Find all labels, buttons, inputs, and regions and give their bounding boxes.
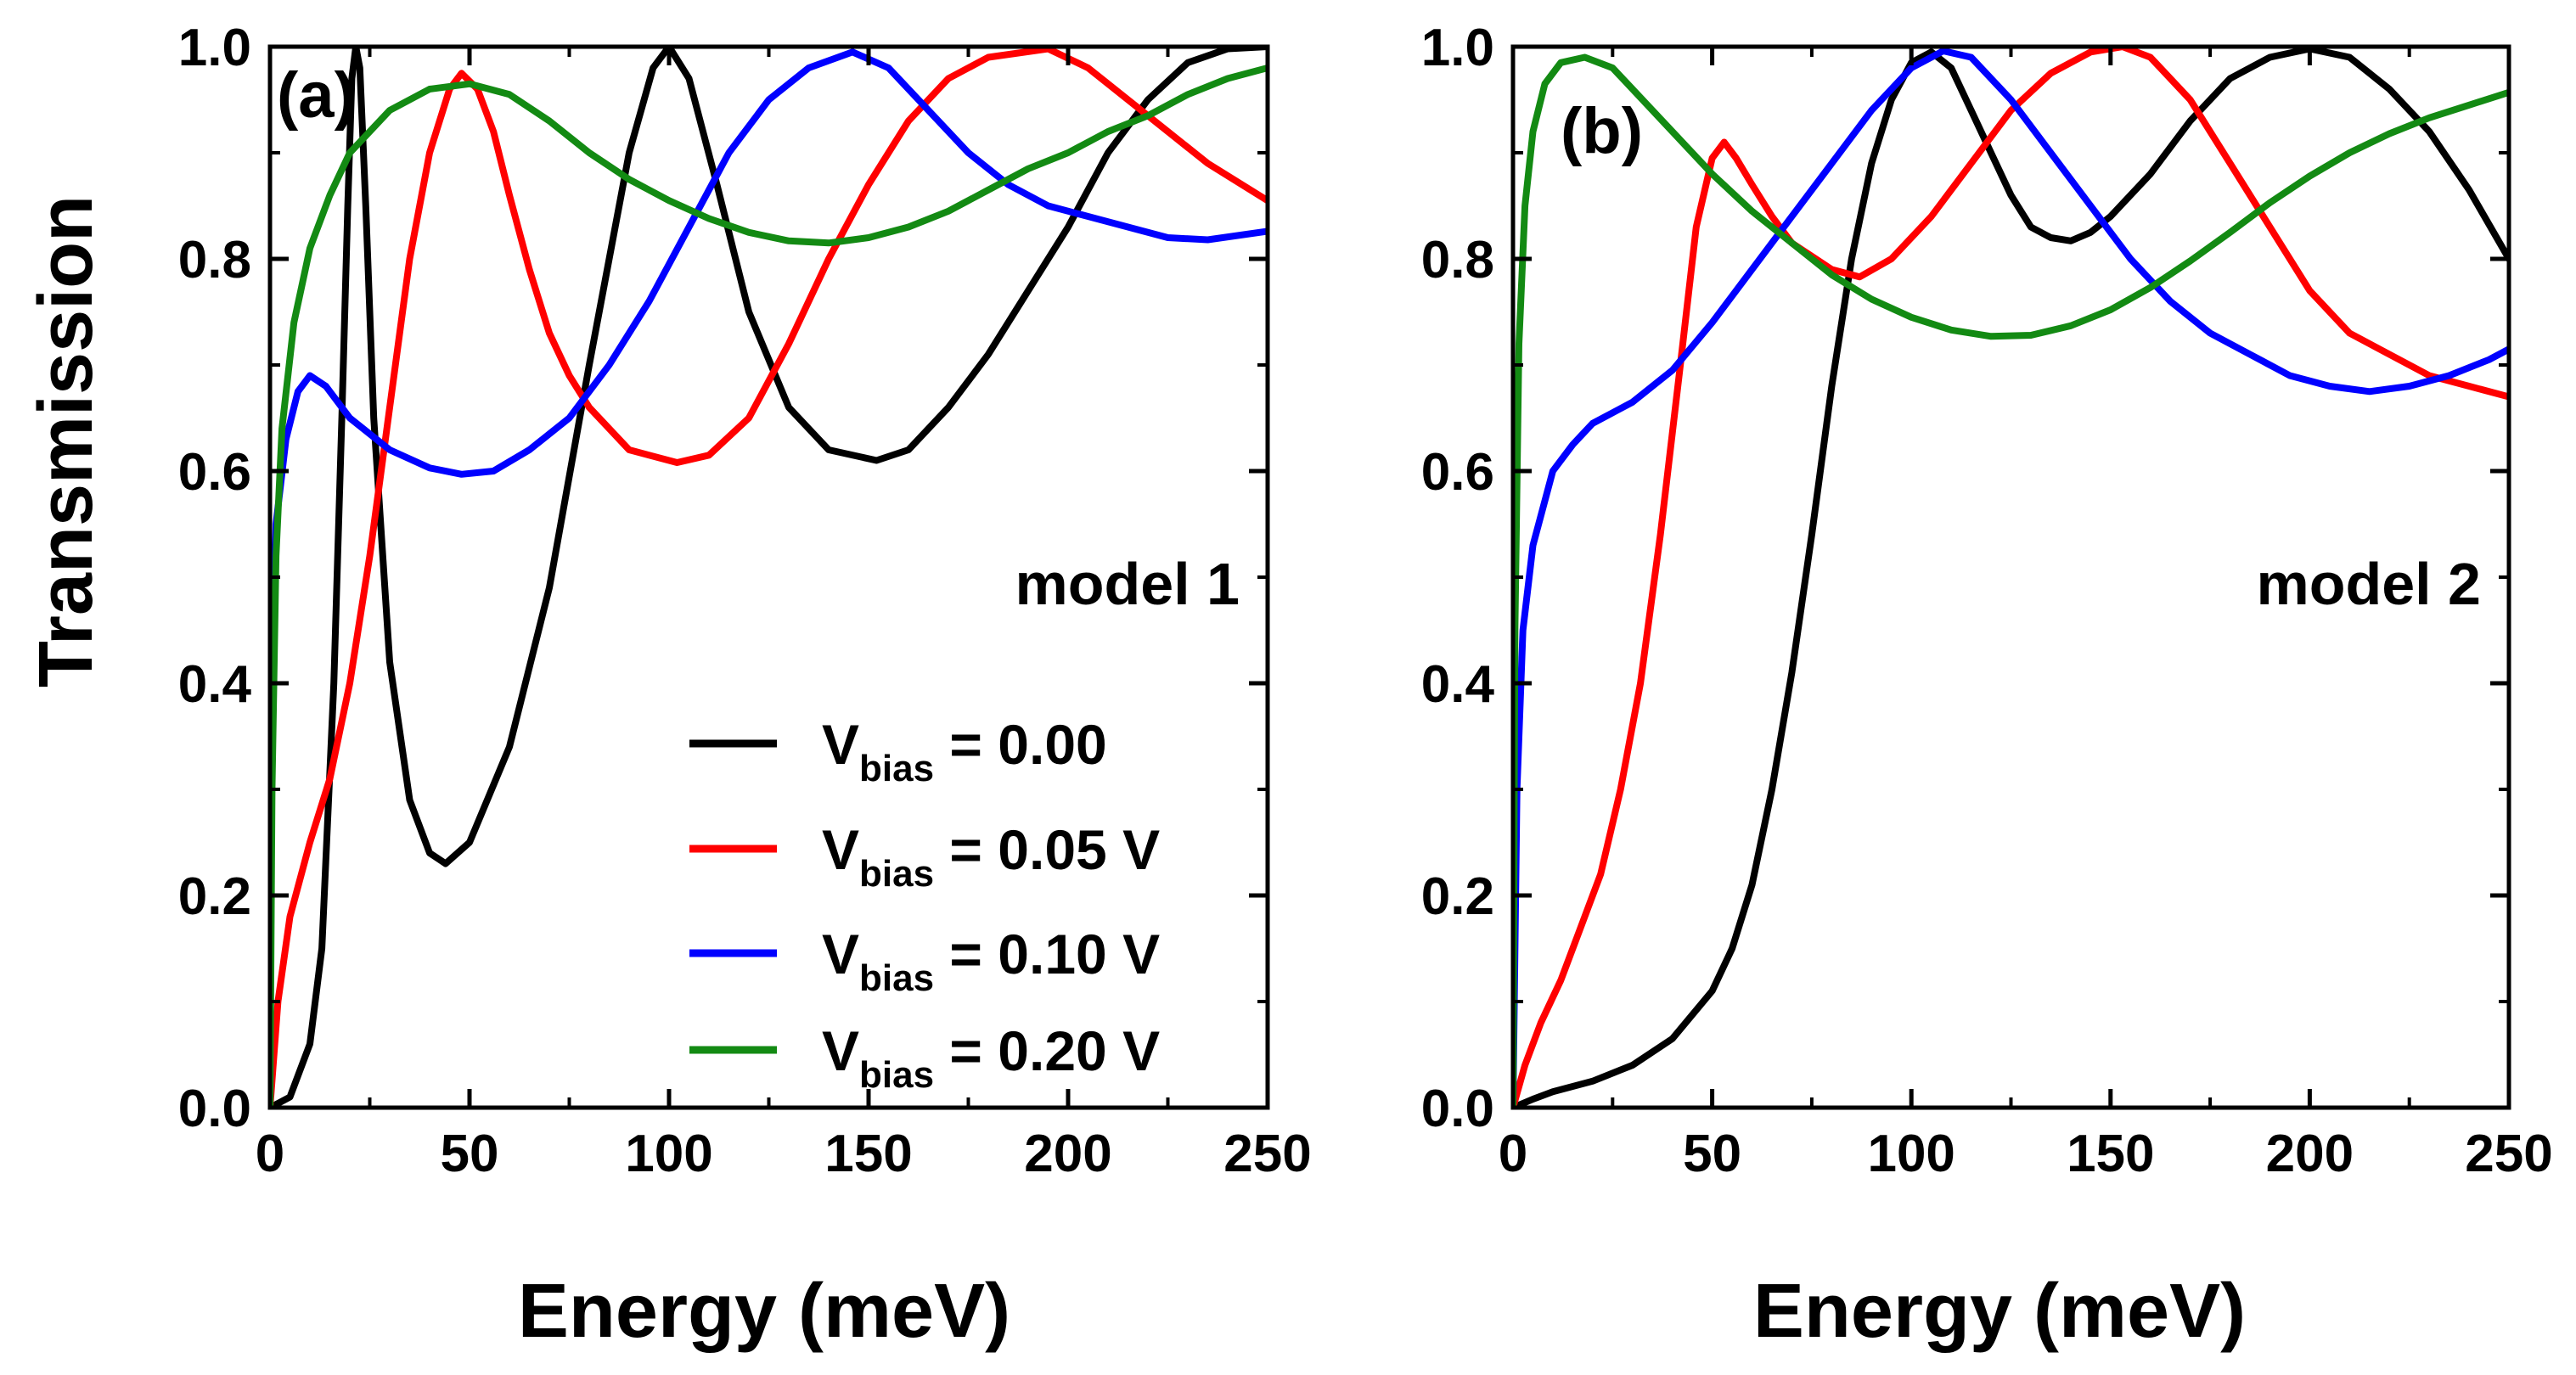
x-axis-title-panel-b: Energy (meV): [1753, 1269, 2246, 1354]
panel-a-y-tick-label: 0.6: [178, 443, 251, 502]
panel-b-x-tick-label: 250: [2465, 1125, 2552, 1183]
legend-label-2: Vbias = 0.10 V: [822, 923, 1160, 999]
panel-a-x-tick-label: 250: [1223, 1125, 1311, 1183]
panel-b-y-tick-label: 0.2: [1421, 867, 1494, 926]
y-axis-title: Transmission: [24, 195, 109, 688]
panel-b-y-tick-label: 0.8: [1421, 231, 1494, 289]
panel-b-y-tick-label: 0.6: [1421, 443, 1494, 502]
panel-a-series-2: [270, 48, 1268, 1108]
panel-b-x-tick-label: 200: [2266, 1125, 2354, 1183]
panel-a-x-tick-label: 200: [1024, 1125, 1111, 1183]
legend-label-1: Vbias = 0.05 V: [822, 818, 1160, 895]
panel-a-series-3: [270, 65, 1268, 1108]
panel-a-y-tick-label: 0.8: [178, 231, 251, 289]
panel-b-chart: 0 50 100 150 200 250 0.0 0.2 0.4 0.6 0.8 1.0 (b) mode…: [1421, 19, 2553, 1183]
panel-a-letter: (a): [277, 59, 356, 132]
panel-b-x-tick-label: 150: [2067, 1125, 2154, 1183]
panel-b-x-tick-label: 100: [1867, 1125, 1954, 1183]
panel-b-x-tick-label: 50: [1683, 1125, 1741, 1183]
panel-a-series-1: [270, 47, 1268, 1108]
panel-a-chart: 0 50 100 150 200 250 0.0 0.2 0.4 0.6 0.8 1.0 (a) mode…: [178, 19, 1312, 1183]
panel-b-series-2: [1513, 48, 2509, 1108]
x-axis-title-panel-a: Energy (meV): [518, 1269, 1010, 1354]
panel-b-x-tick-label: 0: [1499, 1125, 1527, 1183]
legend-label-0: Vbias = 0.00: [822, 713, 1107, 789]
panel-a-x-tick-label: 150: [824, 1125, 912, 1183]
panel-a-model-label: model 1: [1015, 551, 1240, 617]
panel-a-y-tick-label: 0.4: [178, 655, 252, 714]
panel-b-letter: (b): [1561, 95, 1643, 167]
panel-b-series-0: [1513, 47, 2509, 1108]
panel-b-series-3: [1513, 53, 2509, 1108]
panel-b-y-tick-label: 1.0: [1421, 19, 1494, 77]
panel-b-series-1: [1513, 47, 2509, 1108]
panel-a-x-tick-label: 0: [256, 1125, 284, 1183]
panel-a-y-tick-label: 1.0: [178, 19, 251, 77]
panel-b-model-label: model 2: [2256, 551, 2481, 617]
panel-b-y-tick-label: 0.4: [1421, 655, 1495, 714]
legend-label-3: Vbias = 0.20 V: [822, 1019, 1160, 1096]
panel-a-y-tick-label: 0.2: [178, 867, 251, 926]
panel-a-x-tick-label: 50: [441, 1125, 499, 1183]
legend: Vbias = 0.00 Vbias = 0.05 V Vbias = 0.10 V…: [689, 713, 1160, 1096]
panel-a-y-tick-label: 0.0: [178, 1080, 251, 1138]
panel-a-x-tick-label: 100: [625, 1125, 712, 1183]
panel-a-series-0: [270, 47, 1268, 1108]
panel-b-y-tick-label: 0.0: [1421, 1080, 1494, 1138]
